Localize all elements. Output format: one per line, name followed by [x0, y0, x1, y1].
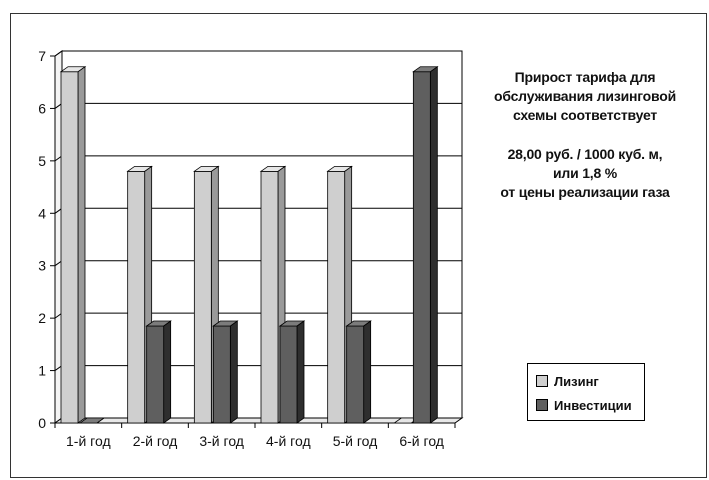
annotation-paragraph-1: Прирост тарифа для обслуживания лизингов…	[470, 68, 700, 125]
y-tick-label: 3	[38, 258, 46, 274]
x-tick-label: 4-й год	[266, 433, 311, 449]
annotation-paragraph-2: 28,00 руб. / 1000 куб. м, или 1,8 % от ц…	[470, 145, 700, 202]
bar-leasing	[59, 65, 87, 424]
bar-investments	[345, 320, 372, 424]
chart-annotation: Прирост тарифа для обслуживания лизингов…	[470, 68, 700, 222]
bar-leasing	[193, 165, 220, 424]
gridline	[54, 50, 462, 57]
bar-investments	[145, 320, 172, 424]
x-tick-label: 5-й год	[333, 433, 378, 449]
annotation-line-1: Прирост тарифа для	[514, 69, 656, 85]
x-tick-label: 2-й год	[133, 433, 178, 449]
legend-swatch-leasing	[536, 375, 548, 387]
bars	[59, 65, 439, 424]
bar-investments	[278, 320, 306, 424]
legend-item-leasing: Лизинг	[536, 373, 599, 389]
bar-investments	[412, 65, 439, 424]
legend-label-leasing: Лизинг	[554, 373, 599, 389]
legend-item-investments: Инвестиции	[536, 397, 632, 413]
legend-label-investments: Инвестиции	[554, 397, 632, 413]
annotation-line-4: 28,00 руб. / 1000 куб. м,	[507, 146, 663, 162]
x-tick-label: 3-й год	[199, 433, 244, 449]
annotation-line-3: схемы соответствует	[512, 107, 658, 123]
annotation-line-5: или 1,8 %	[553, 165, 617, 181]
y-tick-label: 0	[38, 415, 46, 431]
bar-investments	[212, 320, 239, 424]
chart-legend: Лизинг Инвестиции	[527, 363, 645, 421]
x-tick-label: 6-й год	[399, 433, 444, 449]
y-tick-label: 7	[38, 48, 46, 64]
y-tick-label: 4	[38, 205, 46, 221]
grid-lines	[54, 50, 463, 424]
tick-labels: 0 1 2 3 4 5 6 7 1-й год 2-й год 3-й год 4-й год 5-й …	[38, 48, 444, 449]
x-tick-label: 1-й год	[66, 433, 111, 449]
y-tick-label: 5	[38, 153, 46, 169]
annotation-line-6: от цены реализации газа	[500, 184, 670, 200]
legend-swatch-investments	[536, 399, 548, 411]
y-tick-label: 2	[38, 310, 46, 326]
y-tick-label: 1	[38, 363, 46, 379]
annotation-line-2: обслуживания лизинговой	[493, 88, 677, 104]
y-tick-label: 6	[38, 100, 46, 116]
bar-investments	[78, 417, 106, 424]
